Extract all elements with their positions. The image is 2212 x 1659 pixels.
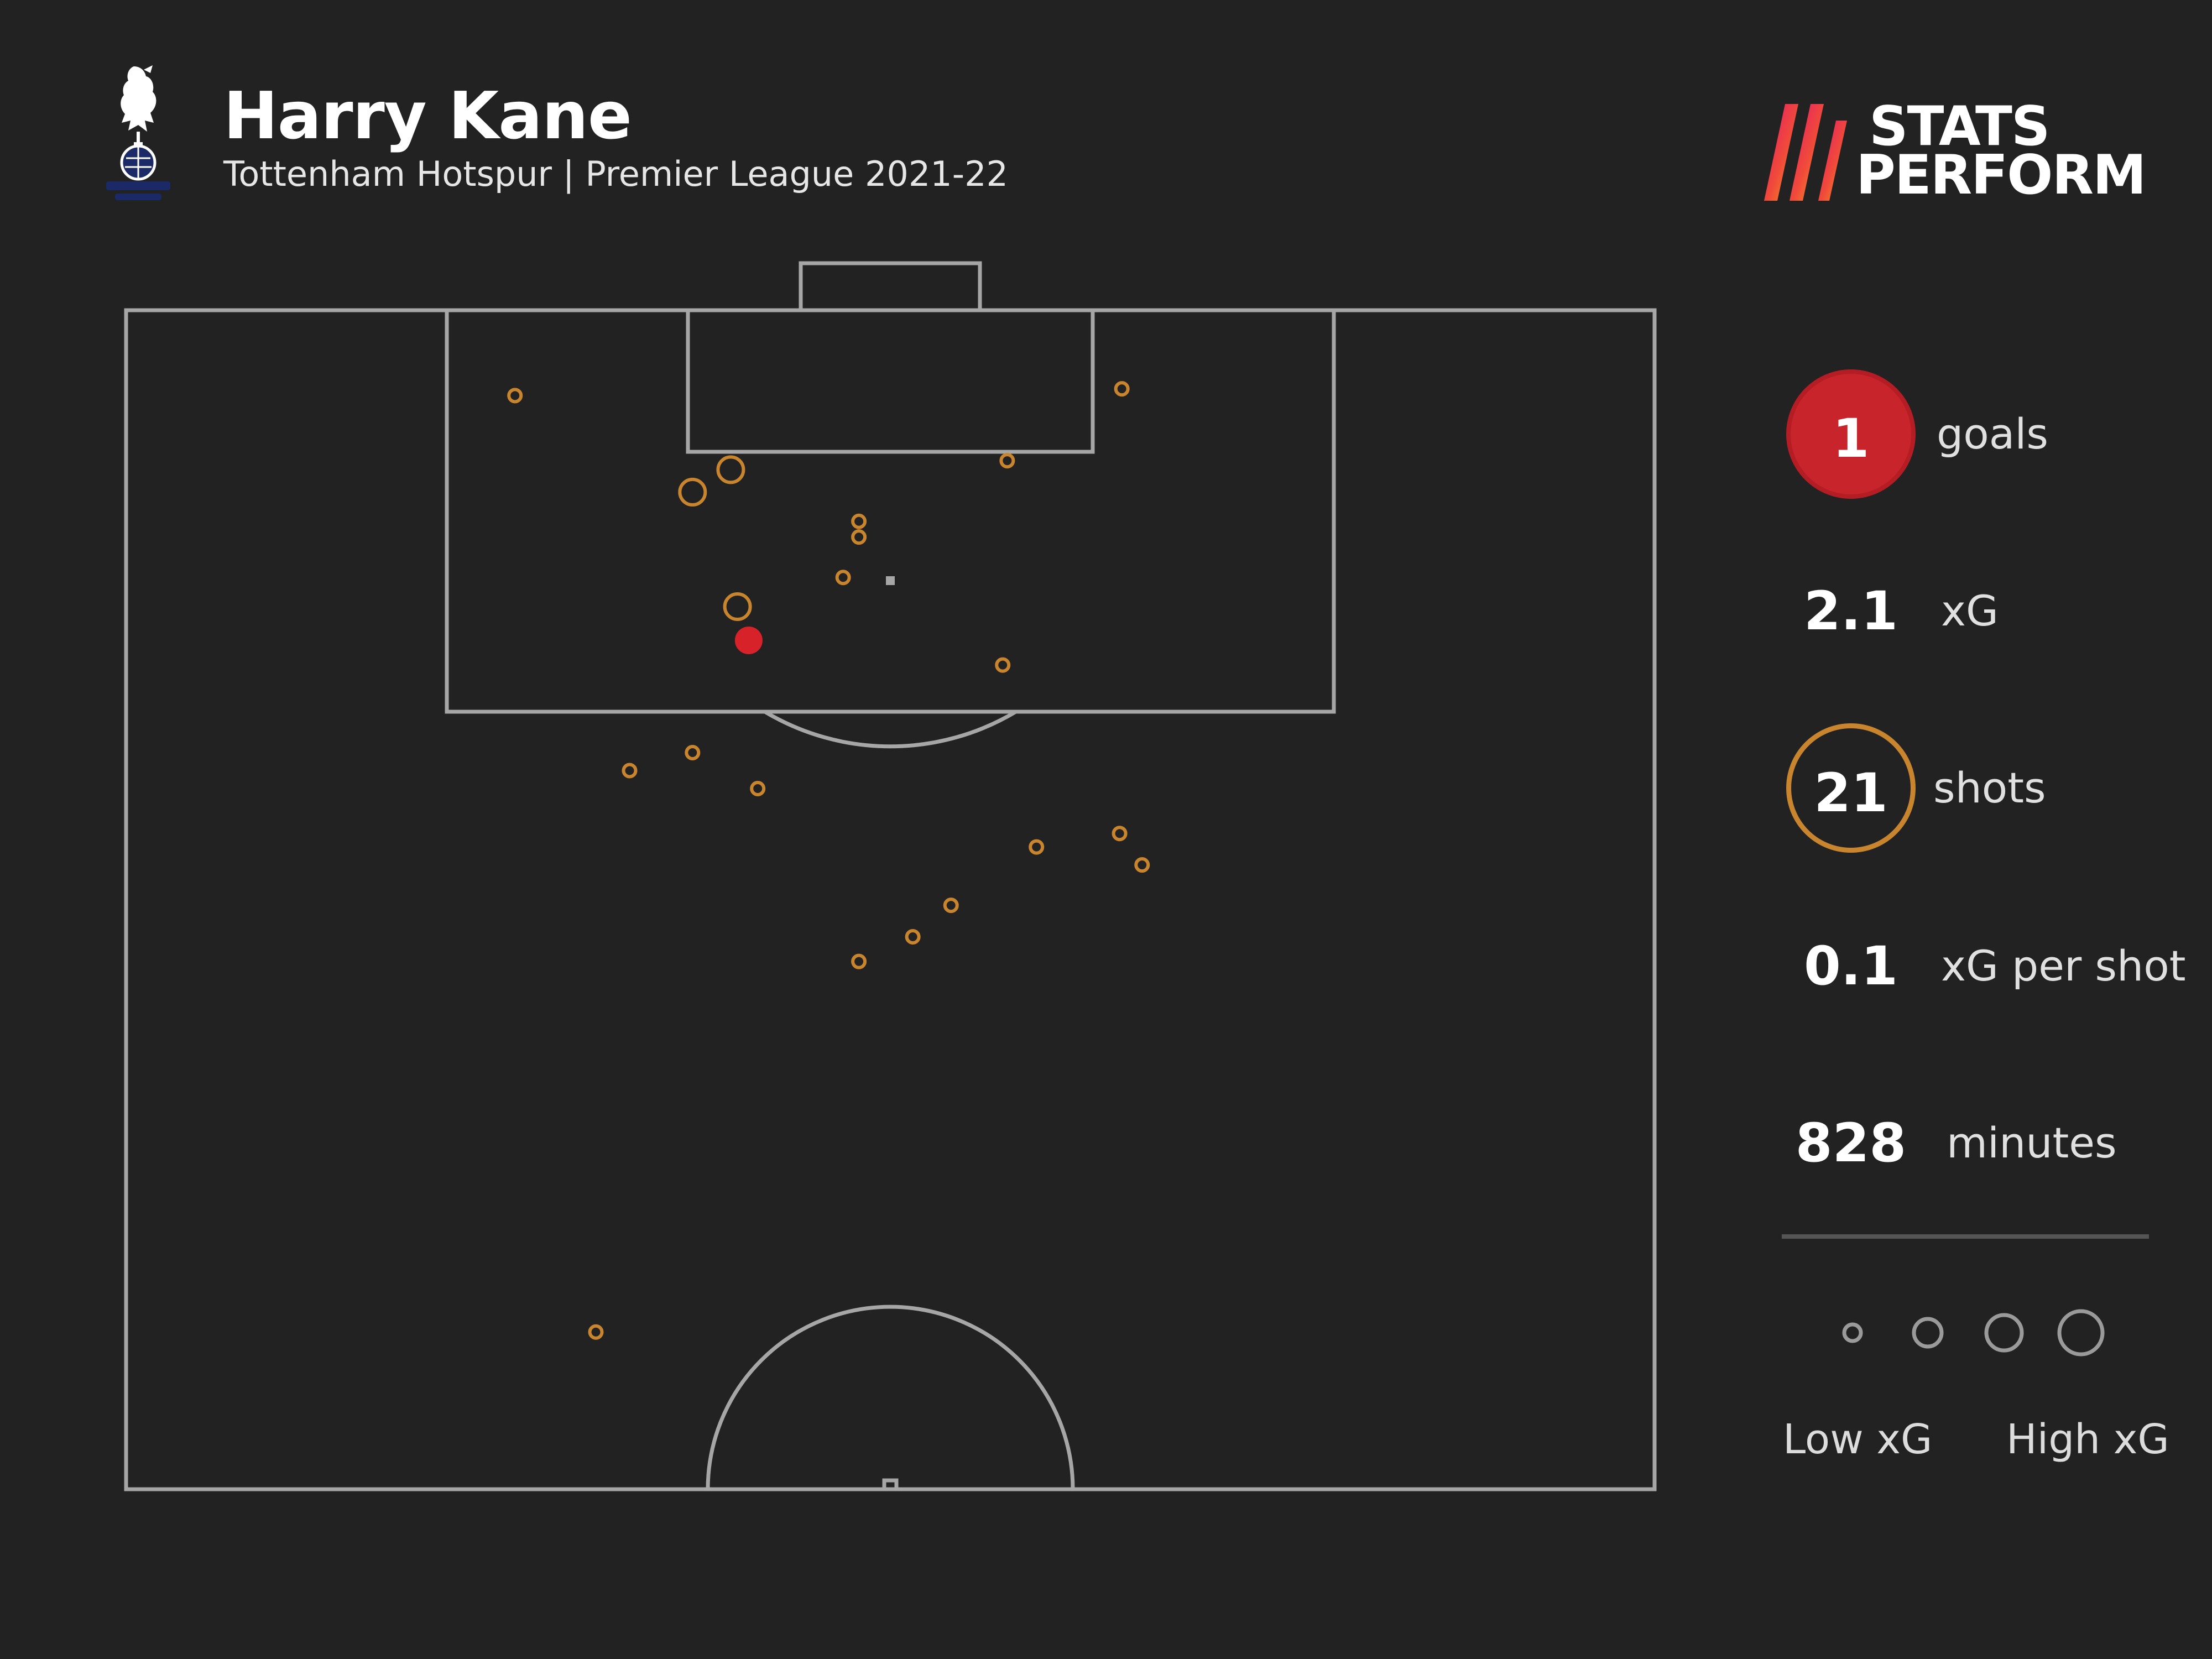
shot-point-4 [716,455,745,484]
shot-point-19 [905,929,921,945]
goals-value: 1 [1786,369,1916,499]
shot-point-5 [678,477,707,507]
xg-per-shot-value: 0.1 [1803,935,1898,997]
xg-stat: 2.1 xG [1786,546,2206,679]
shot-point-8 [835,570,851,586]
tottenham-crest-icon [106,65,170,200]
shot-point-9 [723,592,752,622]
shot-point-14 [750,780,766,796]
subtitle: Tottenham Hotspur | Premier League 2021-… [223,154,1009,194]
minutes-stat: 828 minutes [1786,1078,2206,1211]
goal [799,261,982,312]
brand-text-perform: PERFORM [1856,144,2146,207]
stats-perform-logo: STATS PERFORM [1764,94,2146,205]
penalty-spot [886,576,895,585]
goals-stat: 1 goals [1786,369,2206,502]
six-yard-box [686,308,1095,454]
pitch-markings [124,261,1657,1491]
legend-circle-medium-low [1912,1317,1944,1349]
legend-circle-high [2057,1309,2105,1357]
player-name: Harry Kane [223,77,632,154]
shots-layer [507,381,1150,1340]
xg-size-legend [1842,1309,2105,1357]
xg-label: xG [1941,586,1999,635]
penalty-arc [764,709,1017,749]
shot-point-11 [995,657,1011,673]
legend-circle-low [1842,1322,1863,1343]
xg-per-shot-label: xG per shot [1941,941,2186,990]
shot-point-17 [1134,857,1150,873]
goals-label: goals [1937,409,2049,458]
xg-per-shot-stat: 0.1 xG per shot [1786,901,2206,1034]
shot-point-13 [622,763,638,779]
shot-point-2 [1114,381,1130,397]
xg-value: 2.1 [1803,580,1898,642]
penalty-area [445,308,1336,714]
minutes-label: minutes [1947,1118,2117,1167]
stats-perform-mark-icon [1764,104,1847,201]
shot-point-18 [943,898,959,914]
shot-point-1 [507,388,523,404]
shot-point-7 [851,529,867,545]
centre-spot [882,1478,899,1491]
pitch-outline [124,308,1657,1491]
legend-high-label: High xG [2006,1416,2169,1463]
goal-shot-point [734,626,763,654]
shot-point-16 [1029,839,1045,855]
shots-value: 21 [1786,723,1916,853]
shots-label: shots [1933,763,2046,812]
shots-stat: 21 shots [1786,723,2206,856]
shot-point-15 [1112,826,1128,842]
legend-circle-medium-high [1984,1313,2024,1353]
shot-point-3 [999,453,1015,469]
legend-low-label: Low xG [1783,1416,1933,1463]
shot-point-12 [685,745,701,761]
minutes-value: 828 [1795,1112,1907,1174]
shot-point-21 [588,1324,604,1340]
centre-circle [706,1305,1075,1490]
shot-point-20 [851,953,867,969]
shot-point-6 [851,513,867,529]
stats-divider [1782,1234,2149,1239]
header: Harry Kane Tottenham Hotspur | Premier L… [0,0,2212,232]
brand-text-stats: STATS [1869,95,2050,158]
